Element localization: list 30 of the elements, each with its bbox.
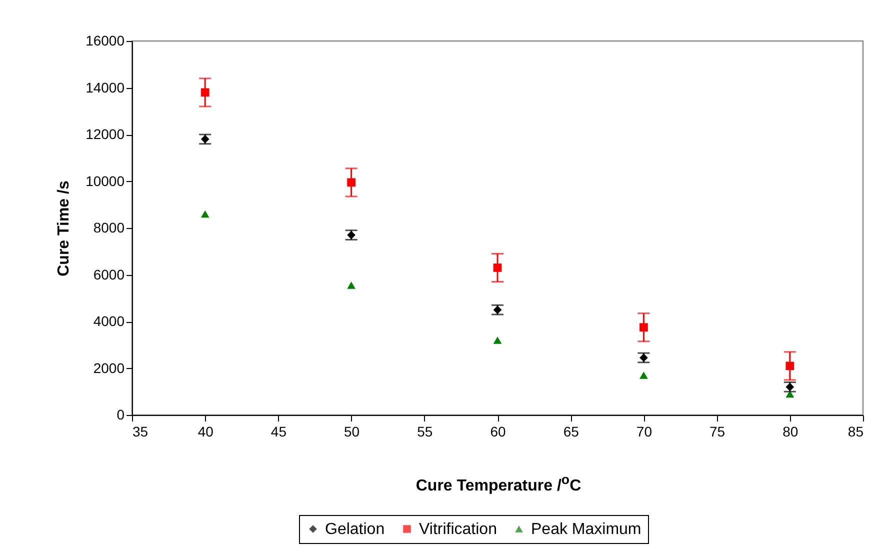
- x-tick-label: 40: [198, 424, 214, 440]
- point: [493, 336, 502, 344]
- x-tick-label: 65: [563, 424, 580, 440]
- y-tick-label: 6000: [93, 266, 125, 282]
- x-tick-label: 50: [344, 424, 360, 440]
- x-tick-label: 75: [710, 424, 726, 440]
- point: [786, 390, 794, 398]
- y-tick-label: 8000: [93, 220, 125, 236]
- x-axis-title: Cure Temperature /$^{o}$C: [414, 472, 582, 496]
- x-tick-label: 70: [636, 424, 652, 440]
- y-tick-label: 2000: [93, 360, 125, 376]
- x-tick-label: 55: [417, 424, 433, 440]
- point: [200, 210, 210, 218]
- y-axis-title: Cure Time /s: [56, 180, 73, 276]
- legend-label: Gelation: [325, 521, 385, 538]
- y-tick-label: 0: [116, 406, 125, 422]
- y-tick-label: 10000: [86, 172, 125, 189]
- y-tick-label: 4000: [93, 313, 125, 329]
- x-tick-label: 85: [848, 424, 864, 440]
- y-tick-label: 12000: [86, 126, 125, 142]
- point: [347, 282, 356, 289]
- point: [640, 372, 648, 379]
- legend-label: Vitrification: [419, 521, 497, 538]
- x-tick-label: 35: [132, 424, 148, 440]
- y-tick-label: 16000: [86, 32, 125, 48]
- x-tick-label: 45: [270, 424, 287, 440]
- x-tick-label: 60: [490, 424, 506, 440]
- y-tick-label: 14000: [86, 79, 125, 96]
- legend-label: Peak Maximum: [531, 521, 642, 538]
- x-tick-label: 80: [782, 424, 798, 440]
